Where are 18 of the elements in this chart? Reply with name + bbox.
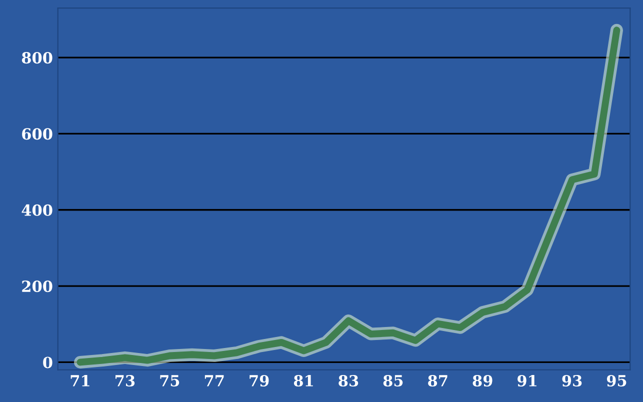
x-tick-label: 93 xyxy=(562,374,582,387)
x-tick-label: 83 xyxy=(338,374,358,387)
y-tick-label: 0 xyxy=(43,356,52,368)
y-tick-label: 400 xyxy=(22,204,52,216)
x-tick-label: 75 xyxy=(160,375,180,387)
x-tick-label: 91 xyxy=(518,374,536,387)
x-tick-label: 85 xyxy=(383,374,403,387)
x-tick-label: 77 xyxy=(204,375,224,386)
x-tick-label: 89 xyxy=(472,374,492,387)
y-tick-label: 600 xyxy=(22,128,52,140)
x-tick-label: 81 xyxy=(294,374,313,387)
y-tick-label: 200 xyxy=(22,280,52,292)
x-tick-label: 79 xyxy=(250,374,269,387)
x-tick-label: 71 xyxy=(70,374,90,386)
x-tick-label: 73 xyxy=(116,374,135,387)
y-tick-label: 800 xyxy=(22,52,52,64)
x-tick-label: 87 xyxy=(428,374,448,387)
x-tick-label: 95 xyxy=(606,374,626,387)
